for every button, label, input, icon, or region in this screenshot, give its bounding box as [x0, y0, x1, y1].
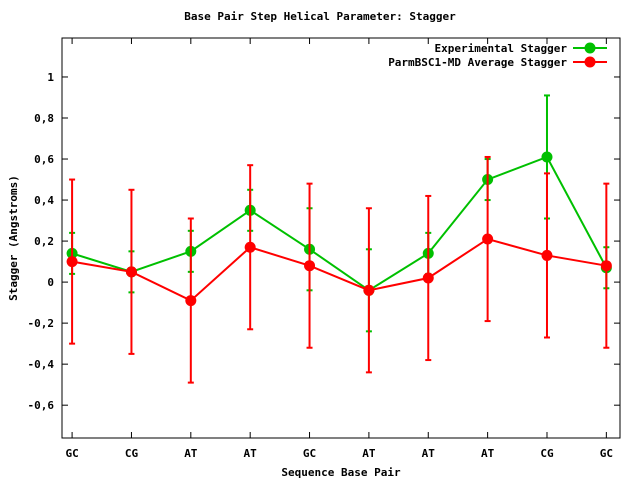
data-point: [125, 266, 137, 278]
data-point: [482, 233, 494, 245]
y-tick-label: -0,2: [28, 317, 55, 330]
legend-label: Experimental Stagger: [435, 42, 568, 55]
data-point: [422, 272, 434, 284]
series-0: [66, 94, 612, 333]
y-tick-label: 0,2: [34, 235, 54, 248]
series-1: [66, 155, 612, 384]
y-tick-label: 0,4: [34, 194, 54, 207]
y-tick-label: 1: [47, 71, 54, 84]
data-point: [363, 284, 375, 296]
data-point: [244, 241, 256, 253]
series-line: [71, 155, 608, 292]
y-tick-label: 0,8: [34, 112, 54, 125]
x-tick-label: GC: [303, 447, 316, 460]
x-tick-label: AT: [184, 447, 198, 460]
data-point: [66, 256, 78, 268]
x-tick-label: GC: [65, 447, 78, 460]
legend-label: ParmBSC1-MD Average Stagger: [388, 56, 567, 69]
x-tick-label: CG: [540, 447, 554, 460]
data-point: [600, 260, 612, 272]
y-tick-label: 0: [47, 276, 54, 289]
x-tick-label: AT: [244, 447, 258, 460]
x-tick-label: CG: [125, 447, 139, 460]
y-tick-label: 0,6: [34, 153, 54, 166]
data-point: [304, 260, 316, 272]
data-point: [185, 295, 197, 307]
plot-frame: [61, 37, 621, 439]
series-line: [71, 237, 607, 302]
x-tick-label: AT: [422, 447, 436, 460]
x-tick-label: AT: [481, 447, 495, 460]
y-tick-label: -0,6: [28, 399, 55, 412]
y-tick-label: -0,4: [28, 358, 55, 371]
data-point: [541, 249, 553, 261]
chart-title: Base Pair Step Helical Parameter: Stagge…: [184, 10, 456, 23]
x-tick-label: AT: [362, 447, 376, 460]
legend-marker: [584, 56, 596, 68]
data-point: [541, 151, 553, 163]
x-tick-label: GC: [600, 447, 613, 460]
x-axis-label: Sequence Base Pair: [281, 466, 401, 479]
legend-marker: [584, 42, 596, 54]
y-axis-label: Stagger (Angstroms): [7, 175, 20, 301]
